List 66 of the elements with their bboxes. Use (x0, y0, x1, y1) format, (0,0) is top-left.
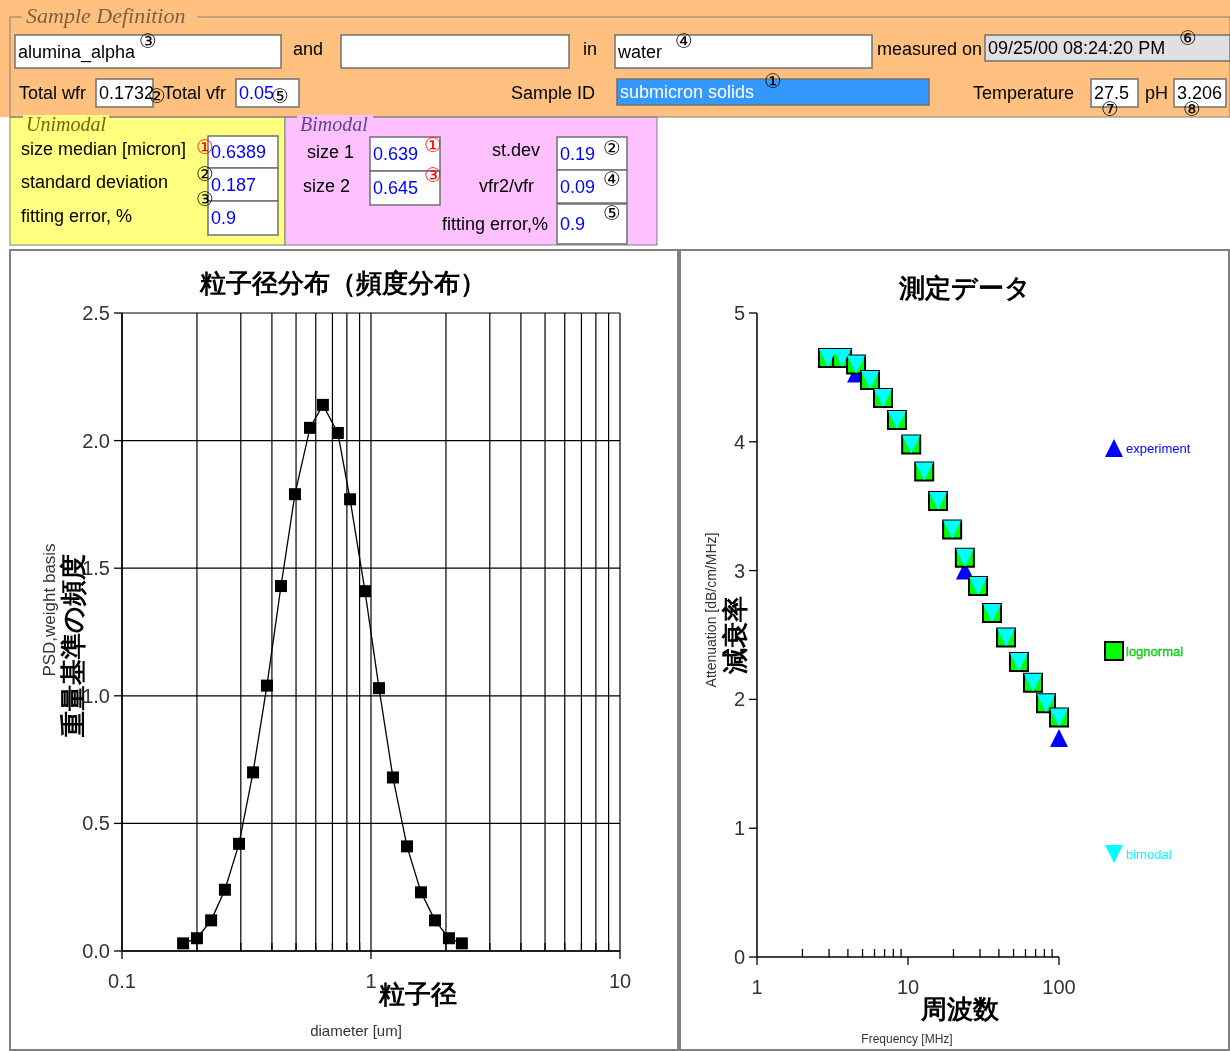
text: ④ (603, 167, 621, 191)
text: Bimodal (300, 113, 369, 135)
text: in (583, 39, 598, 59)
y-tick-label: 2.5 (82, 302, 110, 324)
text: 0.645 (373, 178, 419, 198)
text: Sample Definition (26, 3, 186, 28)
text: 0.6389 (211, 142, 267, 162)
text: 0.9 (211, 208, 237, 228)
y-tick-label: 0.5 (82, 812, 110, 835)
y-axis-title: Attenuation [dB/cm/MHz] (703, 532, 719, 688)
text: pH (1145, 83, 1169, 103)
legend-label: experiment (1126, 441, 1191, 456)
y-tick-label: 1 (733, 817, 745, 840)
x-tick-label: 0.1 (108, 970, 136, 992)
text: ④ (675, 29, 693, 53)
legend-label: bimodal (1126, 847, 1172, 862)
text: 周波数 (920, 994, 1000, 1024)
y-axis-title: PSD,weight basis (40, 543, 59, 677)
text: ② (603, 136, 621, 160)
text: measured on (877, 39, 983, 59)
text: standard deviation (21, 172, 169, 192)
text: vfr2/vfr (479, 176, 535, 196)
text: 0.19 (560, 143, 596, 164)
text: Sample ID (511, 83, 596, 103)
text: and (293, 39, 324, 59)
text: size 2 (303, 176, 351, 196)
text: 0.9 (560, 214, 586, 234)
x-tick-label: 10 (608, 970, 632, 992)
y-tick-label: 2.0 (82, 429, 110, 452)
text: alumina_alpha (18, 41, 137, 63)
text: fitting error, % (21, 206, 133, 226)
text: submicron solids (620, 82, 755, 102)
x-tick-label: 100 (1042, 976, 1076, 998)
text: Unimodal (26, 113, 107, 135)
text: size median [micron] (21, 139, 187, 159)
text: ① (424, 133, 442, 157)
x-tick-label: 1 (751, 976, 763, 998)
text: 0.09 (560, 176, 596, 197)
text: st.dev (492, 140, 541, 160)
y-tick-label: 0.0 (82, 940, 110, 962)
chart-title: 測定データ (898, 273, 1031, 303)
text: water (617, 41, 663, 62)
text: 09/25/00 08:24:20 PM (988, 38, 1166, 58)
legend-label: lognormal (1126, 644, 1184, 659)
x-axis-title: diameter [um] (310, 1022, 402, 1039)
y-tick-label: 3 (733, 559, 745, 582)
text: 粒子径 (378, 979, 457, 1009)
y-tick-label: 4 (733, 430, 745, 453)
text: size 1 (307, 142, 355, 162)
text: ③ (139, 29, 157, 53)
text: Total wfr (19, 83, 87, 103)
text: ⑥ (1179, 26, 1197, 50)
text: ⑤ (603, 201, 621, 225)
text: Total vfr (163, 83, 227, 103)
text: 減衰率 (720, 596, 750, 675)
x-axis-title: Frequency [MHz] (861, 1032, 953, 1046)
text: fitting error,% (442, 214, 549, 234)
text: Temperature (973, 83, 1075, 103)
chart-title: 粒子径分布（頻度分布） (199, 268, 486, 298)
x-tick-label: 10 (896, 976, 920, 998)
y-tick-label: 0 (733, 946, 745, 968)
text: ③ (424, 163, 442, 187)
text: 0.639 (373, 144, 419, 164)
y-tick-label: 2 (733, 688, 745, 711)
y-tick-label: 5 (733, 302, 745, 324)
x-tick-label: 1 (365, 970, 377, 992)
